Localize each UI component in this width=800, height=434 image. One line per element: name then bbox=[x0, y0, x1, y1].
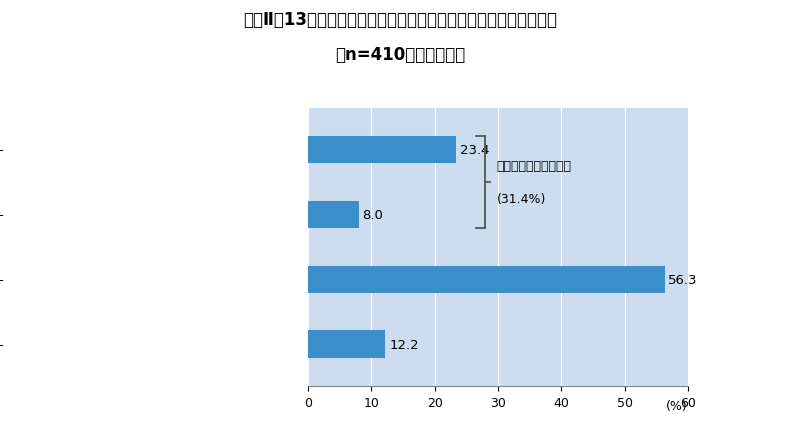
Bar bbox=[308, 331, 386, 358]
Text: 23.4: 23.4 bbox=[460, 144, 490, 157]
Bar bbox=[308, 137, 456, 164]
Text: (31.4%): (31.4%) bbox=[497, 192, 546, 205]
Text: 12.2: 12.2 bbox=[389, 338, 418, 351]
Bar bbox=[308, 201, 358, 229]
Text: 必要性を感じていない（方法は理解している）―: 必要性を感じていない（方法は理解している）― bbox=[0, 209, 4, 222]
Text: 必要性を感じていない: 必要性を感じていない bbox=[497, 160, 572, 173]
Text: （n=410、単数回答）: （n=410、単数回答） bbox=[335, 46, 465, 63]
Text: 8.0: 8.0 bbox=[362, 209, 383, 222]
Text: 必要性を感じているが、方法を理解していない―: 必要性を感じているが、方法を理解していない― bbox=[0, 273, 4, 286]
Text: 方法を理解しているが、余力がない―: 方法を理解しているが、余力がない― bbox=[0, 338, 4, 351]
Text: 必要性を感じていない（方法を理解していない）―: 必要性を感じていない（方法を理解していない）― bbox=[0, 144, 4, 157]
Bar bbox=[308, 266, 665, 293]
Text: 56.3: 56.3 bbox=[668, 273, 698, 286]
Text: 図表Ⅱ－13　温室効果ガス排出量の把握に取りかかっていない理由: 図表Ⅱ－13 温室効果ガス排出量の把握に取りかかっていない理由 bbox=[243, 11, 557, 29]
Text: (%): (%) bbox=[666, 399, 688, 412]
